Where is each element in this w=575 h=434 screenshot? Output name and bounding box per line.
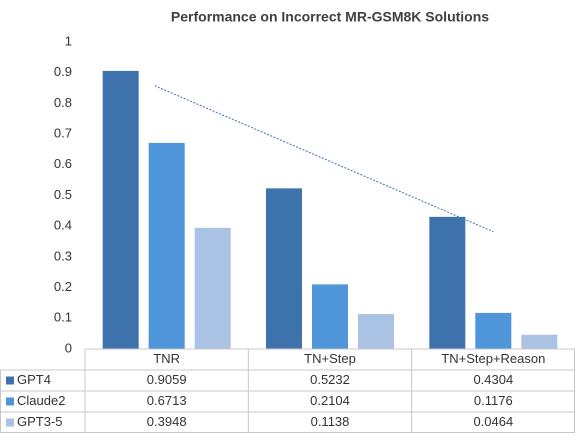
legend-label: GPT3-5 <box>17 414 63 429</box>
y-tick-label: 0.2 <box>54 279 72 294</box>
legend-swatch <box>6 397 14 406</box>
x-tick-label: TN+Step <box>304 351 356 366</box>
table-value: 0.4304 <box>473 372 513 387</box>
y-tick-label: 0.6 <box>54 156 72 171</box>
table-value: 0.6713 <box>147 393 187 408</box>
y-tick-label: 0 <box>65 340 72 355</box>
bar <box>148 142 185 349</box>
table-value: 0.3948 <box>147 414 187 429</box>
y-tick-label: 0.9 <box>54 64 72 79</box>
bar <box>429 216 466 349</box>
legend-swatch <box>6 376 14 385</box>
trendline <box>154 85 494 233</box>
y-tick-label: 0.8 <box>54 95 72 110</box>
bar <box>312 284 348 349</box>
table-value: 0.5232 <box>310 372 350 387</box>
y-tick-label: 0.5 <box>54 187 72 202</box>
bar <box>475 312 512 349</box>
y-tick-label: 0.3 <box>54 248 72 263</box>
y-tick-label: 0.4 <box>54 218 72 233</box>
table-value: 0.0464 <box>473 414 513 429</box>
bar <box>266 188 302 349</box>
bar <box>194 227 231 349</box>
table-value: 0.1176 <box>474 393 513 408</box>
y-tick-label: 0.7 <box>54 126 72 141</box>
table-value: 0.2104 <box>310 393 350 408</box>
y-tick-label: 1 <box>65 33 72 48</box>
x-tick-label: TN+Step+Reason <box>441 351 545 366</box>
legend-label: Claude2 <box>17 393 65 408</box>
y-tick-label: 0.1 <box>54 310 72 325</box>
x-tick-label: TNR <box>153 351 180 366</box>
table-value: 0.9059 <box>147 372 187 387</box>
legend-label: GPT4 <box>17 372 51 387</box>
table-value: 0.1138 <box>311 414 350 429</box>
legend-swatch <box>6 418 14 427</box>
bar <box>521 334 558 349</box>
bar <box>102 70 139 349</box>
bar <box>358 314 394 349</box>
chart-title: Performance on Incorrect MR-GSM8K Soluti… <box>171 9 489 25</box>
